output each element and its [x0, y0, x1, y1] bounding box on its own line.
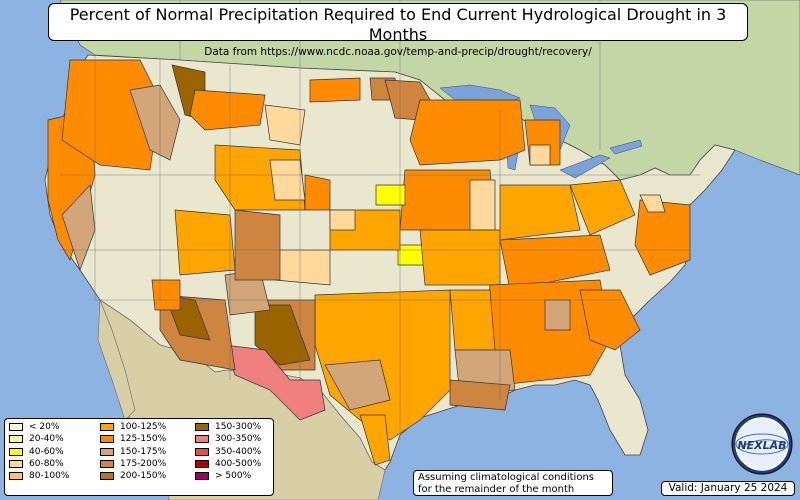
legend-item: 40-60%	[9, 446, 69, 458]
legend-item: 350-400%	[195, 446, 261, 458]
note-line-1: Assuming climatological conditions	[418, 472, 594, 483]
legend-item: > 500%	[195, 470, 261, 482]
legend: < 20% 20-40% 40-60% 60-80% 80-100% 100-1…	[4, 418, 274, 496]
lake-erie	[559, 154, 611, 179]
legend-label: 40-60%	[29, 446, 64, 457]
legend-swatch	[9, 460, 23, 469]
legend-label: 300-350%	[215, 434, 262, 445]
map-title: Percent of Normal Precipitation Required…	[69, 5, 727, 44]
legend-col-3: 150-300% 300-350% 350-400% 400-500% > 50…	[195, 421, 261, 482]
legend-label: 125-150%	[120, 434, 167, 445]
state-lines	[60, 55, 700, 440]
legend-item: 125-150%	[100, 433, 166, 445]
map-subtitle: Data from https://www.ncdc.noaa.gov/temp…	[204, 46, 592, 58]
legend-item: < 20%	[9, 421, 69, 433]
legend-label: 350-400%	[215, 446, 262, 457]
legend-label: 400-500%	[215, 458, 262, 469]
baja	[97, 299, 136, 421]
legend-swatch	[195, 472, 209, 481]
legend-swatch	[100, 447, 114, 456]
legend-item: 150-175%	[100, 446, 166, 458]
title-box: Percent of Normal Precipitation Required…	[48, 3, 748, 58]
legend-label: 100-125%	[120, 422, 167, 432]
legend-label: > 500%	[215, 471, 252, 482]
lake-ontario	[609, 139, 643, 155]
svg-text:NEXLAB: NEXLAB	[737, 439, 786, 452]
legend-label: 200-150%	[120, 471, 167, 482]
legend-swatch	[9, 472, 23, 481]
legend-item: 20-40%	[9, 433, 69, 445]
legend-swatch	[9, 435, 23, 444]
legend-label: 175-200%	[120, 458, 167, 469]
legend-item: 175-200%	[100, 458, 166, 470]
legend-item: 80-100%	[9, 470, 69, 482]
legend-swatch	[195, 435, 209, 444]
legend-swatch	[195, 460, 209, 469]
legend-label: 20-40%	[29, 434, 64, 445]
legend-item: 400-500%	[195, 458, 261, 470]
nexlab-logo-icon: NEXLAB	[731, 413, 793, 475]
legend-label: 150-175%	[120, 446, 167, 457]
legend-item: 200-150%	[100, 470, 166, 482]
legend-swatch	[9, 447, 23, 456]
legend-swatch	[195, 447, 209, 456]
legend-swatch	[100, 435, 114, 444]
assumption-note: Assuming climatological conditions for t…	[413, 470, 613, 496]
legend-label: 150-300%	[215, 422, 262, 432]
legend-swatch	[195, 423, 209, 432]
legend-item: 100-125%	[100, 421, 166, 433]
legend-label: 80-100%	[29, 471, 70, 482]
valid-date: Valid: January 25 2024	[661, 481, 795, 496]
legend-item: 150-300%	[195, 421, 261, 433]
legend-swatch	[100, 460, 114, 469]
legend-label: 60-80%	[29, 458, 64, 469]
legend-col-1: < 20% 20-40% 40-60% 60-80% 80-100%	[9, 421, 69, 482]
legend-item: 300-350%	[195, 433, 261, 445]
legend-swatch	[100, 472, 114, 481]
legend-col-2: 100-125% 125-150% 150-175% 175-200% 200-…	[100, 421, 166, 482]
note-line-2: for the remainder of the month	[418, 484, 575, 495]
legend-swatch	[100, 423, 114, 432]
legend-swatch	[9, 423, 23, 432]
legend-label: < 20%	[29, 422, 60, 432]
legend-item: 60-80%	[9, 458, 69, 470]
